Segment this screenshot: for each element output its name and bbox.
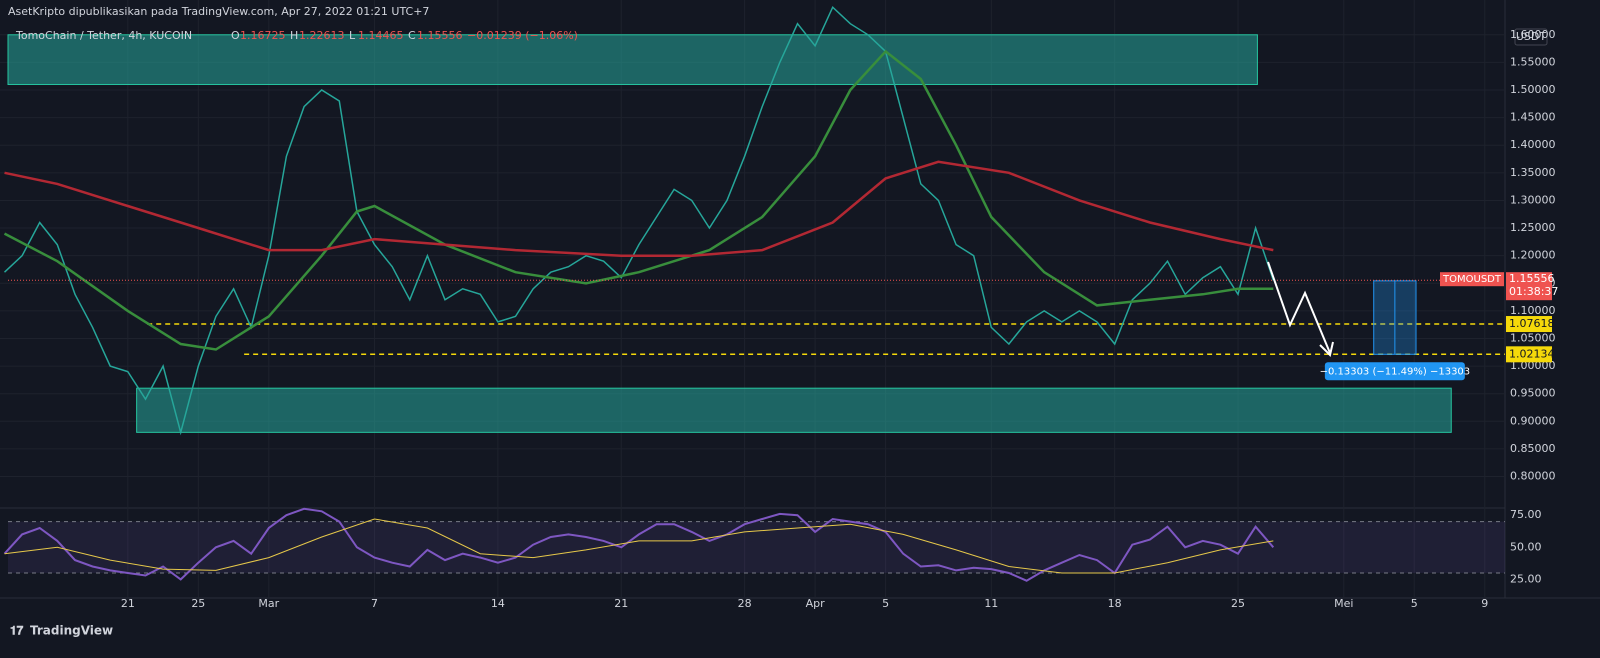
x-tick-label: 21 bbox=[614, 597, 628, 610]
plot-area bbox=[0, 0, 1505, 598]
measure-label: −0.13303 (−11.49%) −13303 bbox=[1320, 366, 1471, 377]
level-label: 1.02134 bbox=[1509, 347, 1555, 360]
rsi-tick-label: 50.00 bbox=[1510, 540, 1542, 553]
y-tick-label: 0.85000 bbox=[1510, 442, 1556, 455]
rsi-tick-label: 75.00 bbox=[1510, 508, 1542, 521]
series-line bbox=[4, 160, 1274, 257]
rsi-band bbox=[8, 521, 1505, 573]
x-tick-label: 25 bbox=[1231, 597, 1245, 610]
y-tick-label: 1.20000 bbox=[1510, 249, 1556, 262]
x-tick-label: 5 bbox=[1411, 597, 1418, 610]
x-tick-label: 14 bbox=[491, 597, 505, 610]
x-tick-label: 7 bbox=[371, 597, 378, 610]
y-tick-label: 1.50000 bbox=[1510, 83, 1556, 96]
x-tick-label: 25 bbox=[191, 597, 205, 610]
series-line bbox=[4, 518, 1274, 574]
x-tick-label: Mar bbox=[258, 597, 279, 610]
y-tick-label: 1.30000 bbox=[1510, 193, 1556, 206]
y-tick-label: 0.80000 bbox=[1510, 470, 1556, 483]
currency-badge bbox=[1514, 28, 1548, 46]
y-tick-label: 0.90000 bbox=[1510, 414, 1556, 427]
publisher: AsetKripto dipublikasikan pada TradingVi… bbox=[8, 5, 429, 18]
y-tick-label: 1.00000 bbox=[1510, 359, 1556, 372]
y-tick-label: 1.40000 bbox=[1510, 138, 1556, 151]
legend-change: −0.01239 (−1.06%) bbox=[467, 29, 578, 42]
legend-value: 1.16725 bbox=[240, 29, 286, 42]
legend-value: 1.15556 bbox=[417, 29, 463, 42]
x-tick-label: 5 bbox=[882, 597, 889, 610]
zone bbox=[136, 387, 1452, 433]
series-line bbox=[3, 5, 1275, 436]
series-line bbox=[3, 49, 1274, 351]
measure-label-bg bbox=[1324, 362, 1465, 381]
y-tick-label: 1.35000 bbox=[1510, 166, 1556, 179]
legend-key: C bbox=[408, 29, 416, 42]
symbol-badge: TOMOUSDT bbox=[1442, 274, 1502, 285]
legend-value: 1.22613 bbox=[299, 29, 345, 42]
last-price: 1.15556 bbox=[1509, 272, 1555, 285]
last-price-badge bbox=[1440, 272, 1504, 287]
logo: TradingView bbox=[30, 624, 113, 638]
legend-key: L bbox=[349, 29, 356, 42]
x-tick-label: 9 bbox=[1481, 597, 1488, 610]
legend-key: H bbox=[290, 29, 298, 42]
zone bbox=[7, 34, 1258, 85]
y-tick-label: 1.60000 bbox=[1510, 28, 1556, 41]
currency: USDT bbox=[1516, 30, 1547, 43]
y-tick-label: 1.55000 bbox=[1510, 55, 1556, 68]
projection-arrow-head bbox=[1319, 341, 1334, 357]
symbol-title: TomoChain / Tether, 4h, KUCOIN bbox=[15, 29, 192, 42]
y-tick-label: 1.05000 bbox=[1510, 331, 1556, 344]
y-tick-label: 1.45000 bbox=[1510, 111, 1556, 124]
logo-mark: 𝟏𝟕 bbox=[10, 624, 24, 638]
x-tick-label: 21 bbox=[121, 597, 135, 610]
x-tick-label: 18 bbox=[1108, 597, 1122, 610]
y-tick-label: 1.10000 bbox=[1510, 304, 1556, 317]
series-line bbox=[3, 507, 1275, 582]
x-tick-label: 28 bbox=[738, 597, 752, 610]
x-tick-label: Apr bbox=[806, 597, 826, 610]
rsi-tick-label: 25.00 bbox=[1510, 572, 1542, 585]
countdown: 01:38:37 bbox=[1509, 285, 1558, 298]
level-badge bbox=[1506, 316, 1552, 333]
price-badge bbox=[1506, 272, 1552, 301]
legend-key: O bbox=[231, 29, 240, 42]
level-badge bbox=[1506, 346, 1552, 363]
level-label: 1.07618 bbox=[1509, 317, 1555, 330]
y-tick-label: 0.95000 bbox=[1510, 387, 1556, 400]
x-tick-label: Mei bbox=[1334, 597, 1353, 610]
x-tick-label: 11 bbox=[984, 597, 998, 610]
projection-arrow bbox=[1267, 261, 1331, 354]
legend-value: 1.14465 bbox=[358, 29, 404, 42]
y-tick-label: 1.25000 bbox=[1510, 221, 1556, 234]
